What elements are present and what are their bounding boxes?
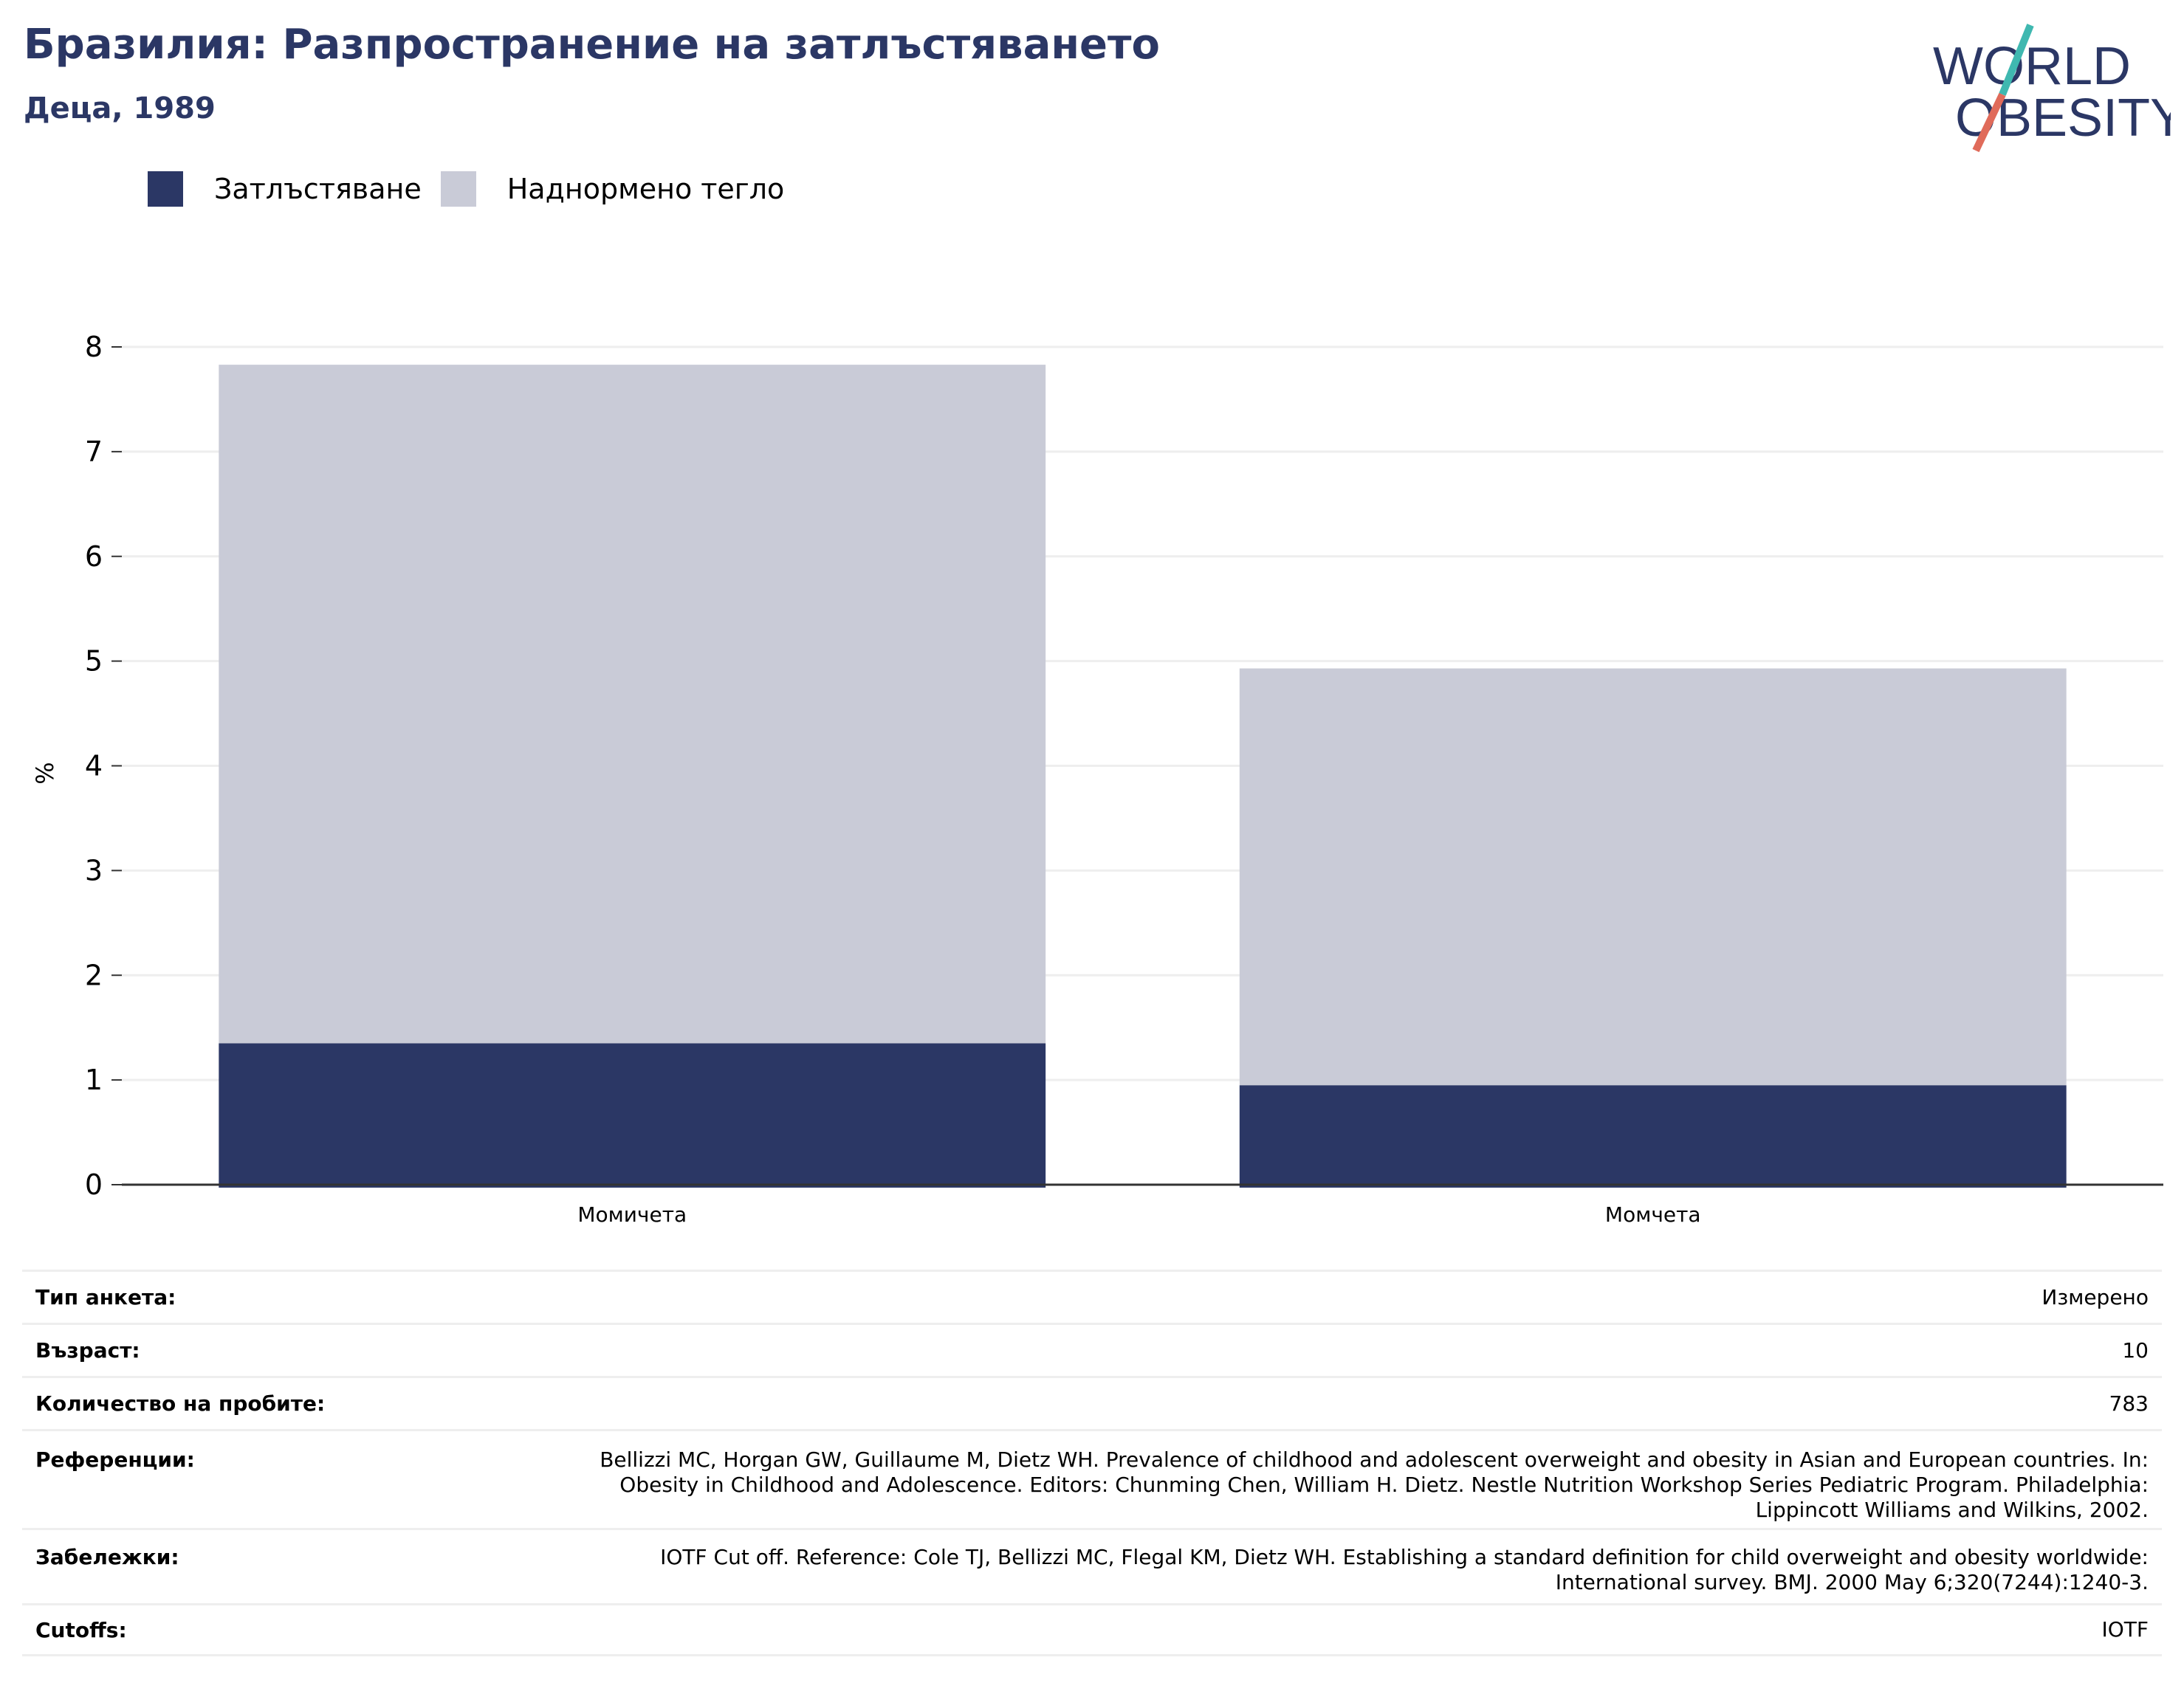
bar-overweight	[219, 365, 1046, 1044]
info-row-cutoffs: Cutoffs: IOTF	[22, 1603, 2162, 1656]
y-tick-label: 0	[85, 1168, 103, 1201]
info-label: Забележки:	[35, 1545, 179, 1569]
legend-item-overweight: Наднормено тегло	[440, 171, 785, 207]
y-tick-label: 7	[85, 435, 103, 468]
stacked-bar-chart: 0 1 2 3 4 5 6 7 8% Момичета Момчета	[31, 331, 2163, 1227]
info-row-notes: Забележки: IOTF Cut off. Reference: Cole…	[22, 1528, 2162, 1603]
info-label: Референции:	[35, 1447, 195, 1472]
info-value: 10	[2122, 1337, 2149, 1363]
info-label: Възраст:	[35, 1338, 140, 1363]
info-label: Количество на пробите:	[35, 1391, 326, 1416]
y-tick-label: 3	[85, 854, 103, 886]
y-tick-label: 5	[85, 645, 103, 678]
info-value: IOTF Cut off. Reference: Cole TJ, Belliz…	[660, 1545, 2149, 1594]
chart-subtitle: Деца, 1989	[24, 92, 216, 125]
world-obesity-logo: WORLD OBESITY	[1933, 24, 2171, 153]
x-tick-label: Момчета	[1605, 1202, 1701, 1227]
y-tick-label: 4	[85, 750, 103, 782]
y-tick-label: 8	[85, 331, 103, 363]
info-label: Тип анкета:	[35, 1285, 176, 1309]
info-label: Cutoffs:	[35, 1617, 127, 1642]
bar-obesity	[219, 1043, 1046, 1188]
x-tick-label: Момичета	[577, 1202, 687, 1227]
logo-text-world: WORLD	[1933, 37, 2131, 96]
y-axis-label: %	[31, 762, 59, 784]
legend-label-obesity: Затлъстяване	[214, 173, 422, 205]
info-value: Измерено	[2042, 1284, 2149, 1309]
logo-slash-bottom	[1972, 92, 2006, 153]
legend-label-overweight: Наднормено тегло	[506, 173, 785, 205]
info-value: 783	[2109, 1391, 2149, 1416]
info-row-sample-size: Количество на пробите: 783	[22, 1376, 2162, 1429]
legend-item-obesity: Затлъстяване	[148, 171, 422, 207]
survey-info-table: Тип анкета: Измерено Възраст: 10 Количес…	[22, 1270, 2162, 1656]
info-value: Bellizzi MC, Horgan GW, Guillaume M, Die…	[600, 1447, 2149, 1522]
logo-slash-top	[1999, 24, 2034, 96]
legend-swatch-obesity	[148, 171, 183, 207]
chart-title: Бразилия: Разпространение на затлъстяван…	[24, 21, 1160, 69]
legend-swatch-overweight	[440, 171, 476, 207]
chart-legend: Затлъстяване Наднормено тегло	[148, 170, 803, 208]
info-row-survey-type: Тип анкета: Измерено	[22, 1270, 2162, 1323]
bar-overweight	[1239, 668, 2067, 1086]
y-tick-label: 6	[85, 540, 103, 573]
bar-obesity	[1239, 1085, 2067, 1188]
info-value: IOTF	[2101, 1617, 2149, 1642]
info-row-age: Възраст: 10	[22, 1323, 2162, 1376]
y-tick-label: 1	[85, 1064, 103, 1096]
info-row-references: Референции: Bellizzi MC, Horgan GW, Guil…	[22, 1429, 2162, 1528]
y-tick-label: 2	[85, 959, 103, 991]
